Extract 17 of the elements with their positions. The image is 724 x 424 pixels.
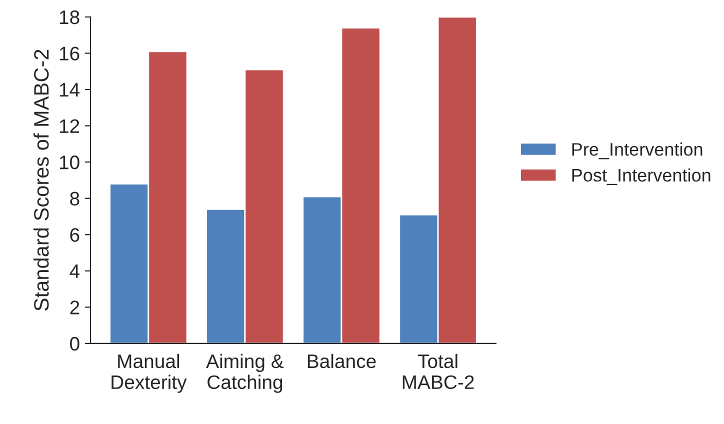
legend-label: Post_Intervention bbox=[572, 168, 710, 186]
x-tick-label: Aiming & Catching bbox=[206, 354, 284, 393]
y-tick-label: 12 bbox=[60, 119, 80, 133]
y-tick-label: 0 bbox=[70, 336, 80, 351]
y-tick-label: 6 bbox=[70, 228, 80, 242]
x-tick-label: Total MABC-2 bbox=[402, 354, 474, 390]
y-axis-title: Standard Scores of MABC-2 bbox=[33, 50, 49, 311]
y-tick-label: 4 bbox=[70, 264, 80, 278]
x-tick-label: Manual Dexterity bbox=[112, 354, 187, 393]
y-tick-label: 14 bbox=[60, 83, 80, 97]
y-tick-label: 8 bbox=[70, 192, 80, 206]
y-tick-label: 16 bbox=[60, 46, 80, 60]
y-tick-label: 10 bbox=[60, 156, 80, 170]
y-tick-label: 2 bbox=[70, 300, 80, 314]
y-tick-label: 18 bbox=[60, 10, 80, 24]
x-tick-label: Balance bbox=[308, 354, 376, 368]
legend-label: Pre_Intervention bbox=[572, 142, 702, 160]
